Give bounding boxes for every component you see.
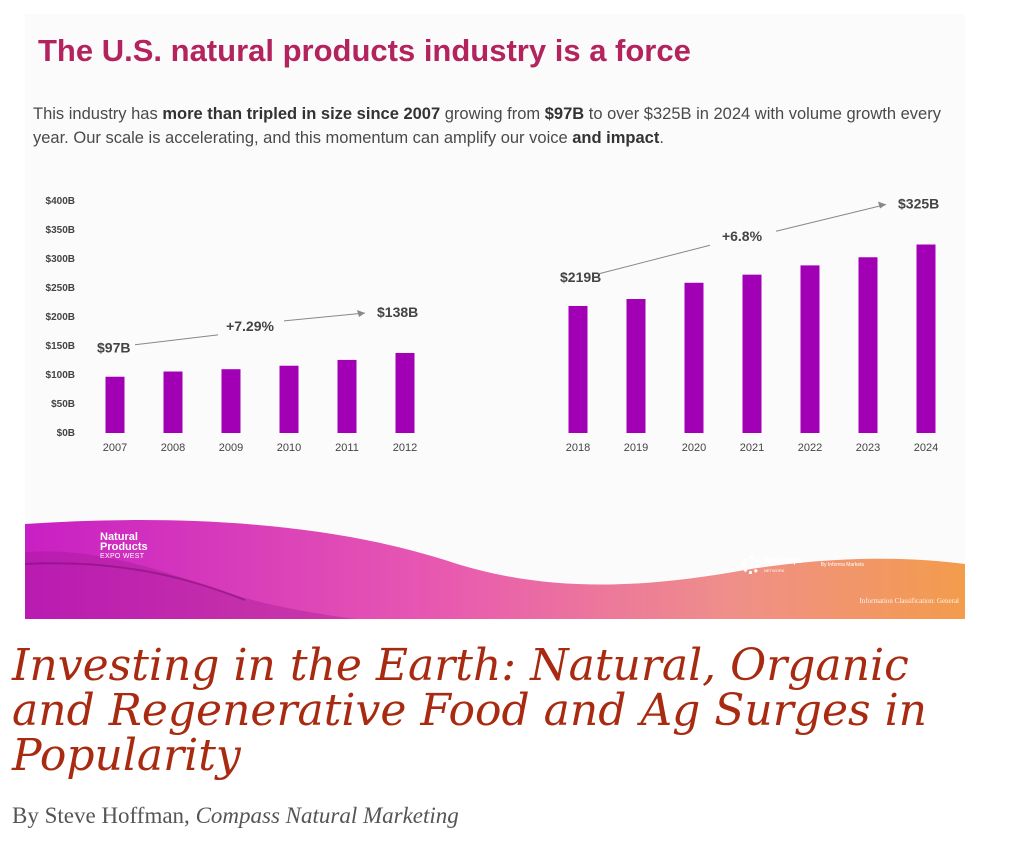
x-tick-label: 2011 (335, 442, 359, 454)
bar-2021 (742, 274, 762, 433)
growth-rate-label: +7.29% (226, 318, 274, 334)
classification-label: Information Classification: General (859, 597, 959, 605)
slide-body-text: This industry has more than tripled in s… (33, 102, 961, 150)
y-tick-label: $100B (46, 370, 75, 381)
trend-line-right (283, 312, 366, 322)
y-tick-label: $350B (46, 225, 75, 236)
slide-body-part-5: and impact (572, 129, 660, 147)
trend-line-right (775, 204, 887, 232)
y-tick-label: $50B (51, 399, 75, 410)
bar-2018 (568, 305, 588, 433)
expo-logo-line-2: Products (100, 541, 148, 553)
x-tick-label: 2008 (161, 442, 185, 454)
slide-image: The U.S. natural products industry is a … (25, 14, 965, 619)
article-title[interactable]: Investing in the Earth: Natural, Organic… (12, 640, 927, 781)
slide-body-part-4: to over $325B in 2024 with volume growth… (33, 105, 941, 147)
slide-body-part-2: growing from (440, 105, 545, 123)
y-tick-label: $300B (46, 254, 75, 265)
slide-body-part-3: $97B (544, 105, 585, 123)
bar-2011 (337, 359, 357, 433)
expo-west-logo: Natural Products EXPO WEST (100, 532, 148, 562)
informa-markets-label: By Informa Markets (820, 562, 865, 568)
trend-line-left (597, 244, 711, 275)
start-value-label: $97B (97, 340, 130, 356)
end-value-label: $138B (377, 304, 418, 320)
x-tick-label: 2024 (914, 442, 938, 454)
footer-wave-band (25, 520, 965, 619)
x-tick-label: 2023 (856, 442, 880, 454)
bar-2020 (684, 282, 704, 433)
growth-rate-label: +6.8% (722, 228, 763, 244)
byline-author: By Steve Hoffman, (12, 803, 196, 828)
y-tick-label: $0B (57, 428, 75, 439)
new-hope-mark-icon (742, 556, 760, 574)
byline-organization: Compass Natural Marketing (195, 803, 459, 828)
x-tick-label: 2009 (219, 442, 243, 454)
slide-body-part-0: This industry has (33, 105, 163, 123)
y-tick-label: $150B (46, 341, 75, 352)
bar-2007 (105, 376, 125, 433)
slide-body-part-6: . (659, 129, 664, 147)
bar-2008 (163, 371, 183, 433)
x-tick-label: 2020 (682, 442, 706, 454)
bar-2024 (916, 244, 936, 433)
end-value-label: $325B (898, 196, 939, 212)
new-hope-name: New Hope (764, 556, 803, 565)
slide-title: The U.S. natural products industry is a … (38, 33, 691, 68)
new-hope-sub: NETWORK (764, 568, 785, 573)
revenue-bar-chart: $0B $50B $100B $150B $200B $250B $300B $350B $40… (46, 196, 940, 455)
trend-arrowhead (357, 309, 365, 317)
bar-2022 (800, 265, 820, 433)
x-tick-label: 2018 (566, 442, 590, 454)
x-tick-label: 2007 (103, 442, 127, 454)
x-tick-label: 2022 (798, 442, 822, 454)
expo-logo-line-3: EXPO WEST (100, 553, 145, 560)
x-tick-label: 2012 (393, 442, 417, 454)
x-tick-label: 2010 (277, 442, 301, 454)
slide-body-part-1: more than tripled in size since 2007 (162, 105, 441, 123)
y-tick-label: $250B (46, 283, 75, 294)
bar-2009 (221, 369, 241, 433)
x-tick-label: 2021 (740, 442, 764, 454)
new-hope-logo: New Hope NETWORK By Informa Markets (742, 556, 864, 574)
trend-arrowhead (878, 201, 886, 209)
bar-2023 (858, 257, 878, 433)
bar-2019 (626, 299, 646, 433)
expo-logo-line-1: Natural (100, 531, 138, 543)
y-tick-label: $200B (46, 312, 75, 323)
article-byline: By Steve Hoffman, Compass Natural Market… (12, 803, 459, 829)
bar-2012 (395, 352, 415, 433)
y-tick-label: $400B (46, 196, 75, 207)
x-tick-label: 2019 (624, 442, 648, 454)
bar-2010 (279, 365, 299, 433)
start-value-label: $219B (560, 269, 601, 285)
trend-line-left (134, 334, 219, 346)
